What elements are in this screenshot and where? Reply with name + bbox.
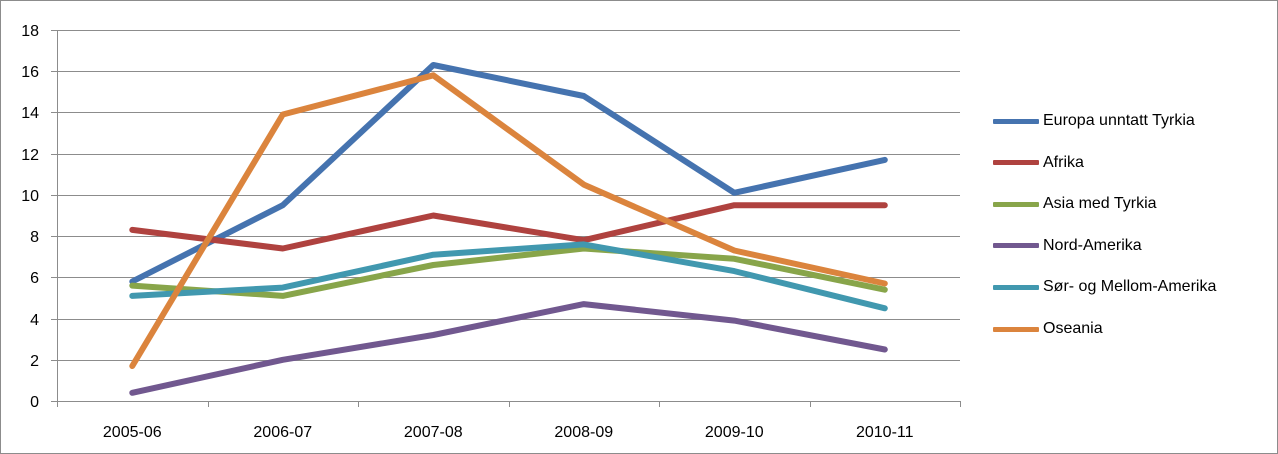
- y-tick-label: 2: [30, 353, 39, 370]
- legend-swatch: [993, 201, 1039, 207]
- legend-label: Europa unntatt Tyrkia: [1043, 112, 1195, 129]
- legend-item: Nord-Amerika: [993, 234, 1142, 258]
- x-tick-label: 2010-11: [856, 424, 914, 441]
- legend-item: Afrika: [993, 151, 1084, 175]
- y-tick-label: 0: [30, 394, 39, 411]
- y-tick-label: 10: [21, 188, 39, 205]
- legend-label: Sør- og Mellom-Amerika: [1043, 278, 1217, 296]
- legend-swatch: [993, 243, 1039, 249]
- y-tick-label: 14: [21, 105, 39, 122]
- legend-label: Afrika: [1043, 153, 1084, 171]
- legend-label: Oseania: [1043, 320, 1103, 337]
- x-axis-tick-labels: 2005-06 2006-07 2007-08 2008-09 2009-10 2010-…: [103, 424, 914, 441]
- y-tick-label: 18: [21, 23, 39, 40]
- legend-swatch: [993, 118, 1039, 124]
- legend-item: Asia med Tyrkia: [993, 192, 1157, 216]
- y-tick-label: 12: [21, 147, 39, 164]
- y-tick-label: 6: [30, 270, 39, 287]
- series-line-afrika: [129, 202, 888, 252]
- x-tick-label: 2008-09: [554, 424, 613, 441]
- legend-swatch: [993, 326, 1039, 332]
- legend-item: Europa unntatt Tyrkia: [993, 109, 1195, 133]
- legend-item: Oseania: [993, 317, 1103, 341]
- x-tick-label: 2006-07: [253, 424, 312, 441]
- series-line-asia-med-tyrkia: [129, 245, 888, 299]
- series-line-oseania: [129, 72, 888, 369]
- legend-label: Asia med Tyrkia: [1043, 195, 1157, 213]
- y-axis-tick-labels: 0 2 4 6 8 10 12 14 16 18: [21, 23, 39, 411]
- series-line-europa-unntatt-tyrkia: [129, 62, 888, 285]
- legend-swatch: [993, 284, 1039, 290]
- legend-label: Nord-Amerika: [1043, 236, 1142, 254]
- series-line-s-r-og-mellom-amerika: [129, 241, 888, 312]
- x-tick-label: 2007-08: [404, 424, 463, 441]
- y-tick-label: 8: [30, 229, 39, 246]
- x-tick-label: 2009-10: [705, 424, 764, 441]
- axes: [51, 30, 961, 407]
- legend-swatch: [993, 160, 1039, 166]
- x-tick-label: 2005-06: [103, 424, 162, 441]
- y-tick-label: 4: [30, 312, 39, 329]
- legend-item: Sør- og Mellom-Amerika: [993, 275, 1216, 299]
- series-line-nord-amerika: [129, 301, 888, 396]
- y-tick-label: 16: [21, 64, 39, 81]
- series-lines: [129, 62, 888, 396]
